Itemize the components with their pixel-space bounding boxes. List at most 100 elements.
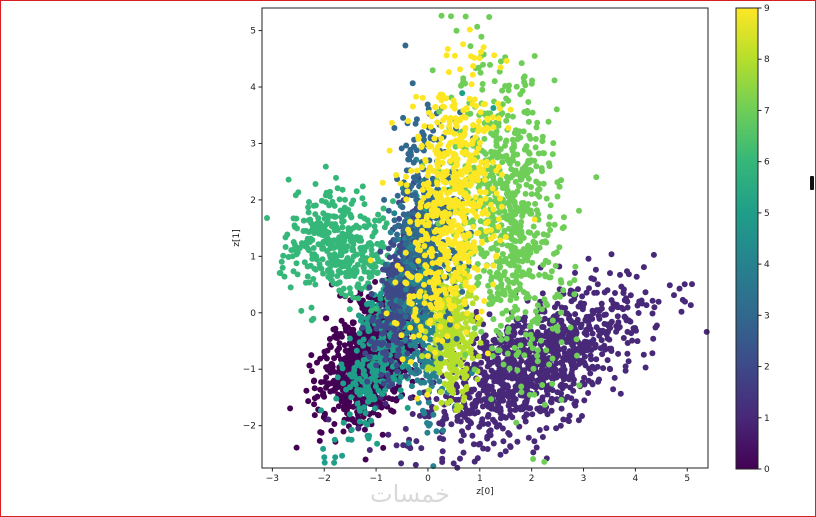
scatter-point [321,459,328,466]
scatter-point [304,273,311,280]
scrollbar-thumb[interactable] [810,176,814,190]
scatter-point [507,411,514,418]
scatter-point [473,295,480,302]
scatter-point [419,129,426,136]
scatter-point [325,269,332,276]
scatter-point [369,369,376,376]
scatter-point [587,352,594,359]
scatter-point [392,314,399,321]
scatter-point [372,217,378,224]
scatter-point [426,421,433,427]
scatter-point [546,213,553,220]
scatter-point [558,339,565,346]
scatter-point [525,229,532,236]
scatter-point [365,240,372,247]
scatter-point [348,426,355,433]
scatter-point [642,364,649,371]
scatter-point [497,58,504,65]
scatter-point [447,316,454,323]
scatter-point [621,297,628,304]
scatter-point [455,396,462,403]
scatter-point [681,281,688,288]
scatter-point [533,163,540,170]
scatter-point [517,134,524,141]
scatter-point [391,253,398,260]
scatter-point [395,346,402,353]
scatter-point [567,384,574,391]
scatter-point [487,295,493,301]
scatter-point [451,52,458,59]
scatter-point [336,234,343,241]
scatter-point [342,196,348,203]
scatter-point [513,386,520,393]
scatter-point [520,128,527,135]
scatter-point [493,138,500,145]
scatter-point [350,253,357,260]
scatter-point [531,216,538,223]
scatter-point [624,340,631,346]
scatter-point [529,411,536,418]
scatter-point [341,260,348,267]
scatter-point [521,109,528,115]
scatter-point [549,317,556,324]
scatter-point [514,160,521,167]
scatter-point [518,60,525,67]
scatter-point [500,438,507,445]
scatter-point [528,191,535,198]
scatter-point [572,269,578,276]
scatter-point [475,392,482,399]
scatter-point [606,365,613,372]
scatter-point [666,282,673,289]
scatter-point [339,370,346,377]
scatter-point [531,243,538,250]
scatter-point [453,374,460,381]
scatter-point [476,273,483,280]
scatter-point [379,349,386,356]
scatter-point [264,215,270,221]
scatter-point [298,240,305,247]
scatter-point [499,159,506,166]
scatter-point [518,218,525,225]
scatter-point [488,367,495,374]
scatter-point [457,455,463,462]
scatter-point [506,82,512,89]
scatter-point [400,257,406,263]
scatter-point [525,99,532,105]
scatter-point [374,411,381,418]
scatter-point [323,355,330,362]
scatter-point [682,298,688,305]
scatter-point [547,202,554,209]
scatter-point [483,162,490,169]
scatter-point [369,317,376,324]
scatter-point [311,377,318,384]
scatter-point [373,305,379,312]
scatter-point [651,304,658,311]
scatter-point [361,426,368,433]
scatter-point [486,430,493,437]
scatter-point [581,397,588,404]
scatter-point [579,357,585,364]
scatter-point [450,460,457,467]
scatter-point [287,405,294,412]
scatter-point [533,124,540,131]
scatter-point [571,277,578,284]
scatter-point [541,458,548,465]
scatter-point [560,287,567,294]
scatter-point [464,310,471,317]
scatter-point [391,125,398,131]
scatter-point [478,308,485,315]
scatter-point [397,341,404,348]
scatter-point [553,324,560,330]
scatter-point [581,374,588,381]
scatter-point [575,345,582,352]
scatter-point [285,176,292,183]
scatter-point [380,266,386,273]
scatter-point [557,293,564,300]
scatter-point [624,328,631,335]
scatter-point [526,150,533,157]
scatter-point [601,312,608,318]
scatter-point [440,427,447,434]
scatter-point [380,215,387,222]
scatter-point [493,270,500,277]
scatter-point [617,271,623,278]
